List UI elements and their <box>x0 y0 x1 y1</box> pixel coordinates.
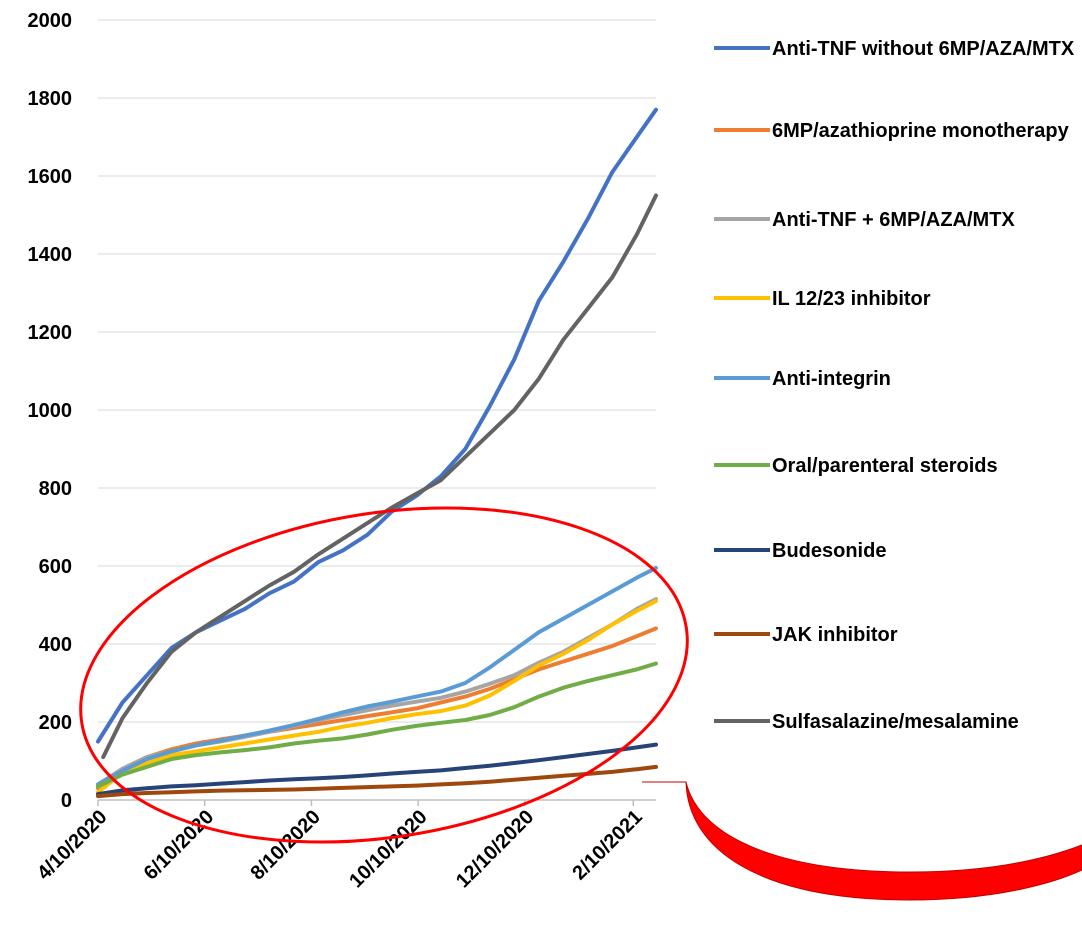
y-tick-label: 600 <box>39 556 72 578</box>
y-tick-label: 400 <box>39 634 72 656</box>
legend-item: Oral/parenteral steroids <box>714 455 998 477</box>
x-tick-label: 10/10/2020 <box>345 806 431 892</box>
x-tick-label: 4/10/2020 <box>33 806 111 884</box>
legend-item: JAK inhibitor <box>714 624 898 646</box>
series-line <box>101 193 658 760</box>
series-line <box>96 599 658 795</box>
gridlines <box>98 19 656 723</box>
y-tick-label: 800 <box>39 478 72 500</box>
annotations <box>79 506 1082 901</box>
legend-label: 6MP/azathioprine monotherapy <box>772 120 1070 142</box>
y-axis-tick-labels: 0 200 400 600 800 1000 1200 1400 1600 1800 2000 <box>28 10 73 812</box>
legend-item: IL 12/23 inhibitor <box>714 288 931 310</box>
y-tick-label: 200 <box>39 712 72 734</box>
y-tick-label: 1200 <box>28 322 73 344</box>
curved-arrow <box>642 781 1082 901</box>
x-axis-tick-labels: 4/10/2020 6/10/2020 8/10/2020 10/10/2020 12/… <box>33 806 647 892</box>
y-tick-label: 1400 <box>28 244 73 266</box>
legend-label: Anti-integrin <box>772 368 891 390</box>
legend-item: Budesonide <box>714 540 886 562</box>
legend-label: Oral/parenteral steroids <box>772 455 998 477</box>
axes <box>97 799 656 806</box>
legend-label: IL 12/23 inhibitor <box>772 288 931 310</box>
legend-label: Sulfasalazine/mesalamine <box>772 711 1019 733</box>
legend-label: JAK inhibitor <box>772 624 898 646</box>
x-tick-label: 12/10/2020 <box>452 806 538 892</box>
series-lines <box>96 107 658 799</box>
x-tick-label: 2/10/2021 <box>568 806 646 884</box>
legend: Anti-TNF without 6MP/AZA/MTX 6MP/azathiop… <box>714 38 1075 733</box>
highlight-ellipse <box>79 506 689 844</box>
y-tick-label: 0 <box>61 790 72 812</box>
y-tick-label: 1000 <box>28 400 73 422</box>
legend-item: Anti-integrin <box>714 368 891 390</box>
legend-label: Budesonide <box>772 540 886 562</box>
series-line <box>96 742 658 797</box>
legend-item: Sulfasalazine/mesalamine <box>714 711 1019 733</box>
y-tick-label: 1600 <box>28 166 73 188</box>
x-tick-label: 8/10/2020 <box>246 806 324 884</box>
series-line <box>96 764 658 799</box>
legend-item: 6MP/azathioprine monotherapy <box>714 120 1070 142</box>
series-line <box>96 566 658 787</box>
legend-label: Anti-TNF + 6MP/AZA/MTX <box>772 209 1015 231</box>
legend-label: Anti-TNF without 6MP/AZA/MTX <box>772 38 1075 60</box>
legend-item: Anti-TNF without 6MP/AZA/MTX <box>714 38 1075 60</box>
y-tick-label: 1800 <box>28 88 73 110</box>
series-line <box>96 661 658 789</box>
y-tick-label: 2000 <box>28 10 73 32</box>
legend-item: Anti-TNF + 6MP/AZA/MTX <box>714 209 1015 231</box>
